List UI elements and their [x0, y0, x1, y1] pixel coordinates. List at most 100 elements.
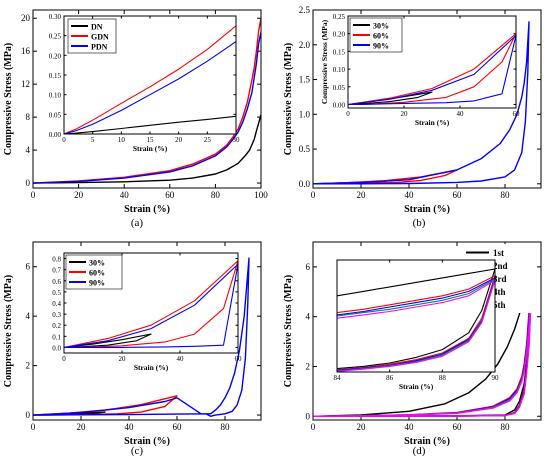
legend-label: 30%	[89, 259, 105, 268]
y-tick-label: 0.00	[49, 131, 62, 139]
y-tick-label: 0.3	[52, 311, 61, 319]
y-tick-label: 0.2	[52, 322, 61, 330]
x-tick-label: 60	[173, 422, 183, 432]
y-tick-label: 16	[21, 46, 31, 56]
legend-label: 3rd	[493, 274, 507, 284]
inset-series-90-line	[348, 34, 516, 106]
x-tick-label: 20	[74, 190, 84, 200]
x-tick-label: 0	[31, 190, 36, 200]
y-tick-label: 6	[306, 262, 311, 272]
panel-3: 0 20 40 60 80 0 2 4 6 Strain (%) Compressive Stres…	[283, 241, 542, 457]
legend-label: DN	[91, 23, 103, 32]
y-tick-label: 0	[26, 178, 31, 188]
y-tick-label: 12	[21, 79, 30, 89]
legend-label: 1st	[493, 248, 504, 258]
legend-label: 30%	[373, 22, 389, 31]
inset-chart: 0 5 10 15 20 25 30 0.00 0.05 0.10 0.15 0.20 0.25 0.30…	[49, 13, 240, 153]
x-tick-label: 0	[62, 136, 66, 144]
y-tick-label: 0.20	[333, 31, 346, 39]
x-tick-label: 80	[221, 422, 231, 432]
x-tick-label: 84	[334, 374, 342, 382]
y-tick-label: 1.5	[299, 75, 311, 85]
x-tick-label: 20	[401, 110, 409, 118]
x-tick-label: 40	[120, 190, 130, 200]
x-tick-label: 20	[357, 422, 367, 432]
inset-x-axis-title: Strain (%)	[415, 118, 450, 127]
x-tick-label: 0	[311, 422, 316, 432]
y-tick-label: 4	[26, 311, 31, 321]
series-dn-line	[33, 114, 261, 184]
inset-series-30-line	[64, 333, 152, 348]
plot-frame	[312, 241, 542, 421]
x-tick-label: 20	[175, 136, 183, 144]
x-tick-label: 60	[513, 110, 521, 118]
y-axis-title: Compressive Stress (MPa)	[283, 275, 294, 387]
y-tick-label: 4	[306, 312, 311, 322]
x-axis-title: Strain (%)	[124, 204, 170, 215]
y-tick-label: 0.10	[49, 92, 62, 100]
inset-frame	[336, 259, 496, 373]
legend-label: 90%	[89, 279, 105, 288]
x-tick-label: 0	[31, 422, 36, 432]
x-tick-label: 40	[125, 422, 135, 432]
x-tick-label: 80	[501, 190, 511, 200]
y-tick-label: 0.30	[49, 13, 62, 21]
inset-frame	[347, 15, 517, 109]
inset-background	[337, 260, 495, 372]
y-tick-label: 0.10	[333, 66, 346, 74]
x-tick-label: 30	[233, 136, 241, 144]
series-90-line	[33, 257, 250, 417]
x-tick-label: 40	[177, 355, 185, 363]
panel-label: (b)	[413, 217, 426, 229]
panel-2: 0 20 40 60 80 0 2 4 6 Strain (%) Compressive Stres…	[3, 241, 262, 457]
y-tick-label: 0.5	[299, 144, 311, 154]
legend-label: 60%	[89, 269, 105, 278]
x-tick-label: 86	[386, 374, 394, 382]
x-tick-label: 40	[405, 422, 415, 432]
x-axis-title: Strain (%)	[404, 436, 450, 447]
x-tick-label: 88	[439, 374, 447, 382]
y-axis-title: Compressive Stress (MPa)	[3, 43, 14, 155]
series-90-line	[313, 21, 530, 185]
legend-label: 4th	[493, 287, 506, 297]
inset-chart: 0 20 40 60 0.0 0.1 0.2 0.3 0.4 0.5 0.6 0.7 0.8 Strain…	[52, 252, 242, 372]
inset-series-gdn-line	[64, 25, 236, 134]
y-tick-label: 6	[26, 262, 31, 272]
y-tick-label: 2	[26, 361, 31, 371]
inset-x-axis-title: Strain (%)	[133, 144, 168, 153]
y-tick-label: 0.1	[52, 333, 61, 341]
y-tick-label: 0.8	[52, 256, 61, 264]
y-tick-label: 0.25	[333, 13, 346, 21]
y-tick-label: 0	[26, 410, 31, 420]
inset-series-pdn-line	[64, 41, 236, 134]
y-tick-label: 0.25	[49, 33, 62, 41]
x-tick-label: 25	[204, 136, 212, 144]
series-pdn-line	[33, 31, 261, 184]
x-tick-label: 0	[62, 355, 66, 363]
y-tick-label: 2	[306, 361, 311, 371]
legend-label: 90%	[373, 42, 389, 51]
y-tick-label: 0.5	[52, 289, 61, 297]
inset-series-60-line	[348, 33, 516, 106]
inset-series-5th-line	[337, 279, 495, 372]
y-tick-label: 0.15	[49, 72, 62, 80]
y-tick-label: 0.05	[333, 84, 346, 92]
legend-label: GDN	[91, 33, 109, 42]
x-tick-label: 20	[357, 190, 367, 200]
x-tick-label: 40	[405, 190, 415, 200]
inset-series-90-line	[64, 263, 238, 348]
inset-chart: 0 20 40 60 0.00 0.05 0.10 0.15 0.20 0.25 Strain (%…	[320, 13, 520, 127]
y-tick-label: 0.0	[52, 344, 61, 352]
x-tick-label: 40	[457, 110, 465, 118]
inset-x-axis-title: Strain (%)	[399, 382, 434, 391]
inset-chart: 84 86 88 90 Strain (%)	[334, 259, 499, 391]
y-tick-label: 4	[26, 145, 31, 155]
x-tick-label: 15	[147, 136, 155, 144]
y-tick-label: 0	[306, 411, 311, 421]
legend-label: 60%	[373, 32, 389, 41]
y-axis-title: Compressive Stress (MPa)	[3, 275, 14, 387]
inset-series-2nd-line	[337, 275, 495, 371]
